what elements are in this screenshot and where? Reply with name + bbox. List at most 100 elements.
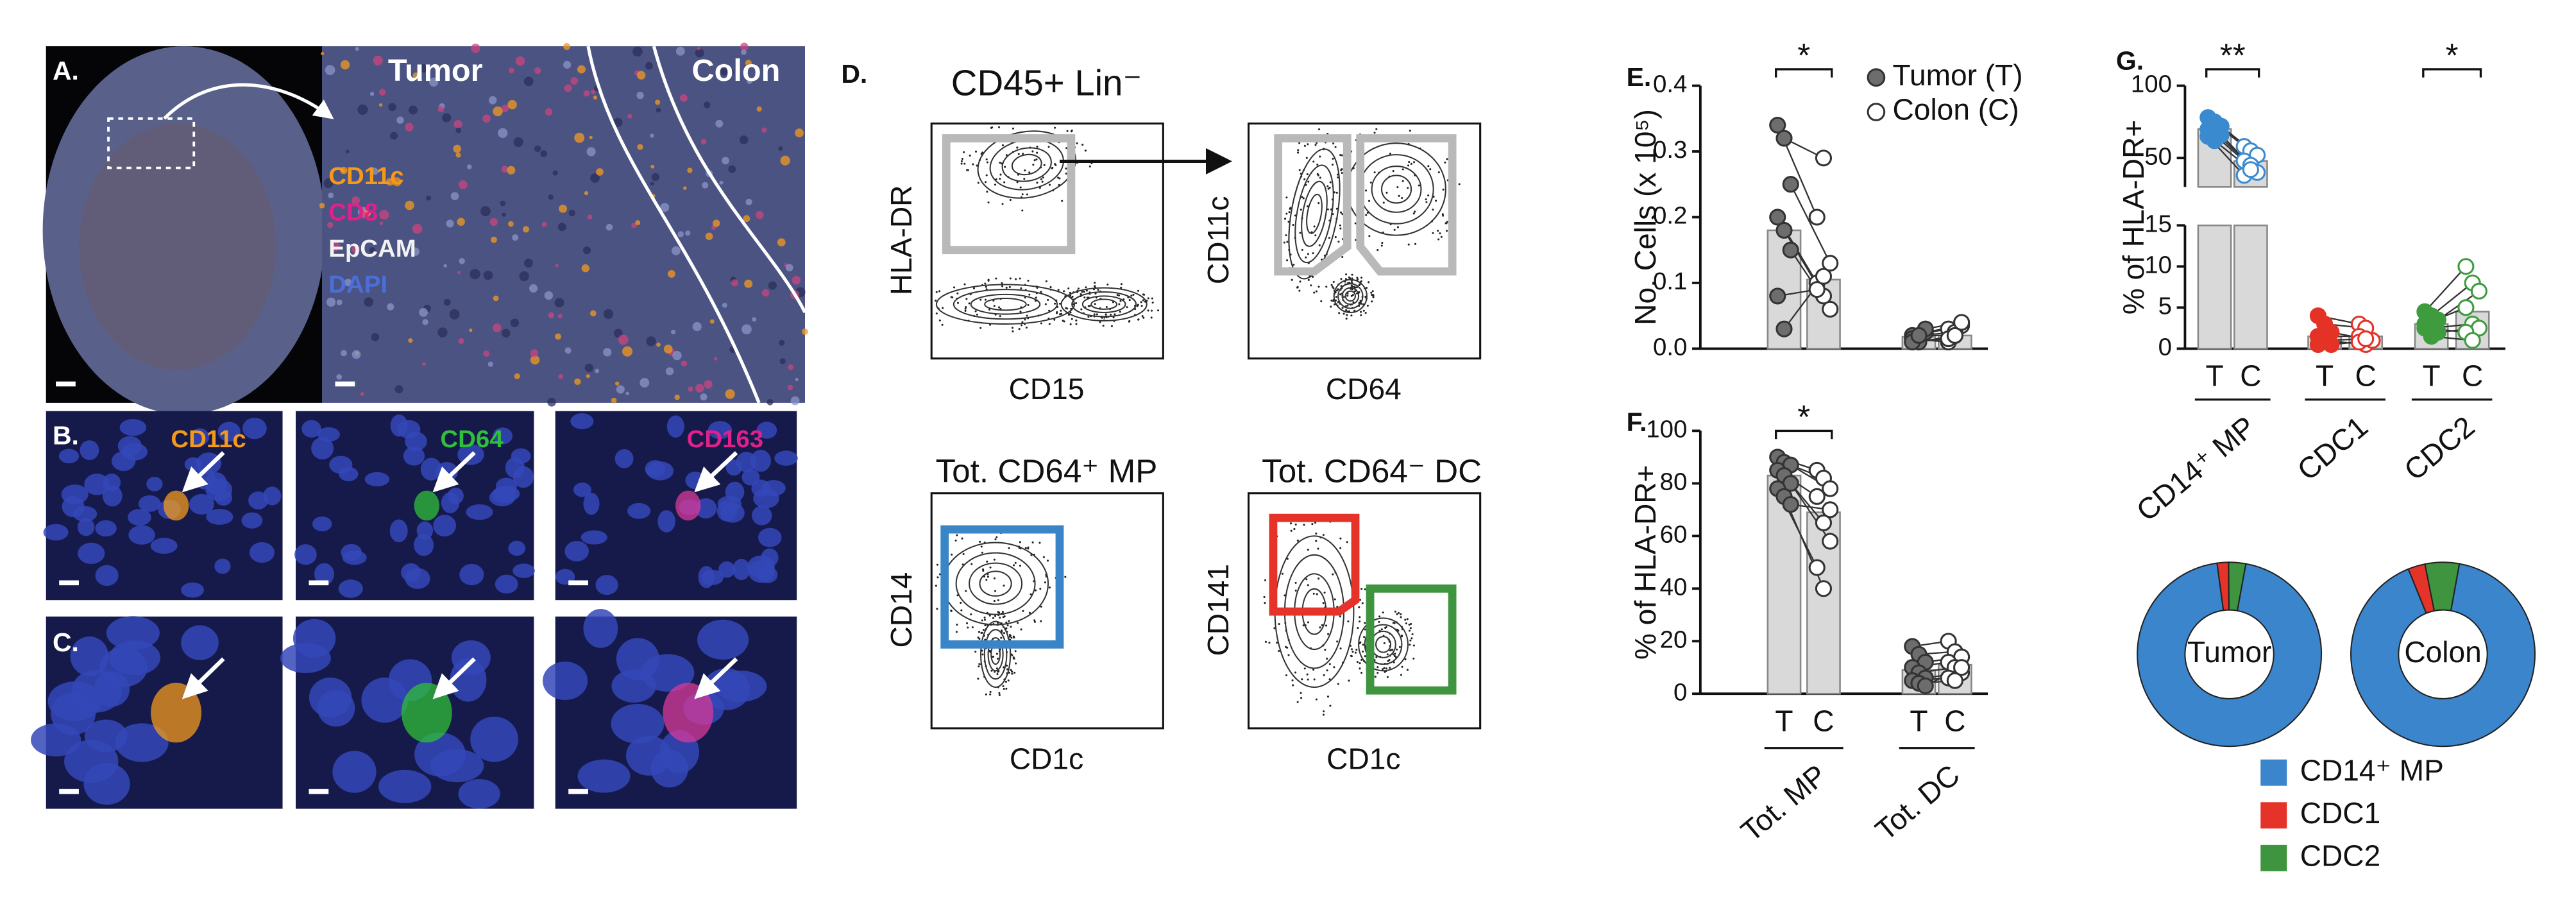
- event: [1014, 650, 1017, 653]
- event: [1022, 610, 1024, 612]
- cell: [631, 222, 637, 228]
- event: [1360, 280, 1362, 282]
- cell: [373, 55, 383, 65]
- event: [1341, 213, 1344, 216]
- event: [1026, 193, 1028, 196]
- cell: [584, 363, 594, 373]
- event: [961, 157, 963, 160]
- event: [1377, 249, 1379, 252]
- event: [1458, 183, 1461, 185]
- nucleus: [756, 422, 777, 439]
- nucleus: [146, 477, 163, 491]
- cell: [489, 218, 498, 226]
- event: [1044, 581, 1047, 584]
- event: [987, 576, 989, 578]
- event: [1268, 642, 1271, 644]
- event: [1006, 664, 1008, 667]
- event: [1303, 524, 1305, 526]
- event: [1385, 667, 1387, 670]
- event: [1076, 142, 1078, 144]
- cell: [328, 192, 334, 198]
- cell: [379, 89, 386, 96]
- event: [1062, 320, 1064, 322]
- nucleus: [627, 502, 651, 519]
- bar-label: T: [2205, 359, 2223, 393]
- event: [1390, 649, 1393, 651]
- event: [1030, 593, 1032, 595]
- panel-label: A.: [53, 56, 79, 85]
- event: [1307, 253, 1310, 255]
- event: [1338, 312, 1341, 314]
- data-point: [1953, 314, 1970, 331]
- event: [1335, 207, 1338, 210]
- event: [1335, 289, 1339, 292]
- event: [1378, 615, 1381, 618]
- cell: [545, 108, 553, 116]
- sig-bracket: [1775, 68, 1833, 78]
- panel-label: E.: [1627, 62, 1652, 92]
- cell: [320, 51, 325, 56]
- pointer-arrow: [432, 657, 476, 699]
- nucleus: [181, 582, 205, 598]
- nucleus: [583, 492, 600, 515]
- event: [1019, 186, 1022, 189]
- event: [1339, 537, 1342, 540]
- event: [941, 323, 944, 326]
- y-axis-label: % of HLA-DR+: [2117, 120, 2150, 315]
- cell: [582, 246, 591, 255]
- cell: [429, 77, 439, 87]
- event: [1314, 234, 1317, 237]
- event: [1386, 653, 1389, 656]
- event: [1360, 671, 1363, 674]
- nucleus: [697, 619, 749, 660]
- event: [985, 174, 988, 176]
- event: [1383, 667, 1385, 669]
- event: [1439, 232, 1441, 235]
- cell: [529, 284, 538, 293]
- cell: [500, 200, 506, 207]
- event: [986, 161, 988, 164]
- event: [1318, 286, 1320, 288]
- nucleus: [312, 516, 332, 532]
- event: [1045, 280, 1047, 282]
- nucleus: [128, 525, 155, 545]
- cell: [778, 146, 783, 151]
- cell: [713, 357, 718, 361]
- event: [987, 201, 990, 204]
- event: [1363, 636, 1366, 638]
- event: [1323, 674, 1325, 676]
- cell: [437, 106, 445, 113]
- event: [1043, 164, 1046, 166]
- event: [1356, 277, 1359, 279]
- event: [1394, 653, 1396, 655]
- event: [1305, 256, 1307, 259]
- event: [1351, 277, 1353, 280]
- event: [1343, 312, 1345, 315]
- cell: [613, 329, 623, 338]
- event: [1001, 144, 1004, 146]
- event: [1022, 152, 1024, 155]
- event: [1303, 667, 1306, 670]
- event: [1368, 281, 1370, 284]
- cell: [767, 398, 774, 406]
- contour: [987, 637, 1004, 672]
- event: [1339, 293, 1341, 296]
- nucleus: [58, 449, 80, 464]
- event: [1089, 165, 1091, 167]
- event: [1021, 209, 1024, 212]
- event: [1040, 291, 1042, 293]
- cell: [346, 150, 350, 153]
- event: [1132, 293, 1135, 296]
- cell: [544, 291, 554, 300]
- cell: [501, 105, 509, 112]
- event: [1019, 541, 1021, 543]
- nucleus: [564, 541, 589, 561]
- pointer-arrow: [182, 451, 225, 493]
- event: [1345, 318, 1348, 320]
- event: [1286, 241, 1289, 243]
- event: [1340, 278, 1343, 280]
- y-tick-label: 0.4: [1653, 71, 1687, 98]
- event: [997, 126, 1001, 128]
- event: [985, 579, 988, 581]
- event: [985, 158, 988, 160]
